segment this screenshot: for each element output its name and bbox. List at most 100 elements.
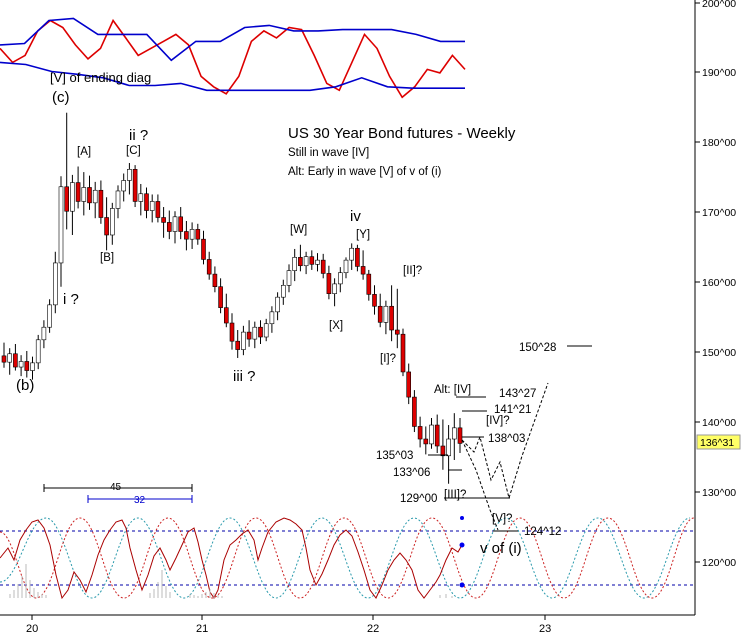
wave-label-X: [X] <box>329 320 343 332</box>
wave-label-v-ending: [V] of ending diag <box>50 70 151 85</box>
chart-title: US 30 Year Bond futures - Weekly <box>288 125 516 142</box>
wave-label-i: i ? <box>63 291 79 308</box>
candle-body <box>218 286 223 308</box>
candle-body <box>320 259 326 274</box>
span-45-label: 45 <box>110 482 122 493</box>
candle-body <box>52 262 58 306</box>
candle-body <box>155 201 161 218</box>
candle-body <box>18 361 24 368</box>
candle-body <box>400 333 406 373</box>
candle-body <box>13 353 18 368</box>
candle-body <box>1 355 7 363</box>
y-tick-label: 190^00 <box>702 67 736 79</box>
y-tick-label: 150^00 <box>702 347 736 359</box>
y-tick-label: 200^00 <box>702 0 736 10</box>
wave-label-c: (c) <box>52 89 70 106</box>
candle-body <box>184 231 189 240</box>
chart-subtitle-2: Alt: Early in wave [V] of v of (i) <box>288 166 442 178</box>
candle-body <box>224 307 229 324</box>
candle-body <box>229 322 235 342</box>
candle-body <box>332 283 337 294</box>
candle-body <box>258 326 263 338</box>
candle-body <box>440 445 446 457</box>
chart-subtitle-1: Still in wave [IV] <box>288 147 369 159</box>
x-tick-label: 23 <box>539 623 551 635</box>
span-32-label: 32 <box>134 495 146 506</box>
candle-body <box>429 424 434 445</box>
cycle-solid-oscillator <box>0 517 463 600</box>
candle-body <box>326 273 332 294</box>
y-axis-ticks: 200^00 190^00 180^00 170^00 160^00 150^0… <box>695 0 736 569</box>
wave-labels: [V] of ending diag (c) ii ? [A] [C] [B] … <box>16 70 561 557</box>
candle-body <box>81 187 87 202</box>
candle-body <box>35 339 41 364</box>
candle-body <box>451 427 457 440</box>
candle-body <box>149 201 155 211</box>
candle-body <box>286 270 292 286</box>
candle-body <box>172 216 178 232</box>
x-axis-ticks: 20 21 22 23 <box>26 615 551 635</box>
candle-body <box>98 189 104 218</box>
price-label-124: 124^12 <box>524 526 561 538</box>
envelope-upper-line <box>0 17 465 62</box>
candle-body <box>92 189 98 204</box>
candle-body <box>303 256 309 267</box>
price-label-141: 141^21 <box>494 404 531 416</box>
wave-label-I: [I]? <box>380 353 396 365</box>
candle-body <box>246 331 252 340</box>
candle-body <box>406 371 412 398</box>
candle-body <box>47 304 52 328</box>
candle-body <box>212 273 218 287</box>
price-label-150: 150^28 <box>519 342 556 354</box>
lower-indicator <box>0 516 695 600</box>
candle-body <box>457 427 463 444</box>
candle-body <box>104 217 109 236</box>
wave-label-Y: [Y] <box>356 229 370 241</box>
candle-body <box>309 256 315 265</box>
volume-bars <box>9 564 453 598</box>
candle-body <box>41 326 47 341</box>
candle-body <box>30 362 35 371</box>
candle-body <box>389 305 394 331</box>
price-label-135: 135^03 <box>376 450 413 462</box>
candle-body <box>138 193 144 202</box>
candle-body <box>127 169 132 181</box>
candle-body <box>64 186 69 212</box>
candle-body <box>377 305 383 323</box>
candle-body <box>417 426 423 440</box>
wave-label-II: [II]? <box>403 265 422 277</box>
candle-body <box>121 180 126 192</box>
candle-body <box>110 208 115 236</box>
y-tick-label: 120^00 <box>702 557 736 569</box>
candle-body <box>355 247 360 267</box>
x-tick-label: 22 <box>367 623 379 635</box>
candle-body <box>423 438 429 445</box>
y-tick-label: 130^00 <box>702 487 736 499</box>
y-tick-label: 170^00 <box>702 207 736 219</box>
envelope-lower-line <box>0 61 465 92</box>
wave-label-v-of-i: v of (i) <box>480 540 522 557</box>
candle-body <box>201 238 206 260</box>
candle-body <box>241 331 246 350</box>
wave-label-IV: [IV]? <box>486 415 510 427</box>
candle-body <box>24 361 30 371</box>
last-price-label: 136^31 <box>700 437 734 449</box>
candle-body <box>144 193 149 211</box>
candle-body <box>337 272 343 285</box>
candle-body <box>394 329 400 335</box>
candle-body <box>372 294 377 307</box>
y-tick-label: 140^00 <box>702 417 736 429</box>
candle-body <box>189 229 195 240</box>
candle-body <box>343 259 349 274</box>
upper-indicator <box>0 17 466 99</box>
candle-body <box>167 222 172 232</box>
cycle-dot-low <box>459 582 465 588</box>
cycle-blue-dotted-wave <box>0 517 691 599</box>
cycle-dot-mid <box>460 516 464 520</box>
price-label-133: 133^06 <box>393 467 430 479</box>
candle-body <box>58 186 64 264</box>
wave-label-W: [W] <box>290 224 307 236</box>
candle-body <box>275 296 280 313</box>
last-price-badge <box>696 434 741 450</box>
